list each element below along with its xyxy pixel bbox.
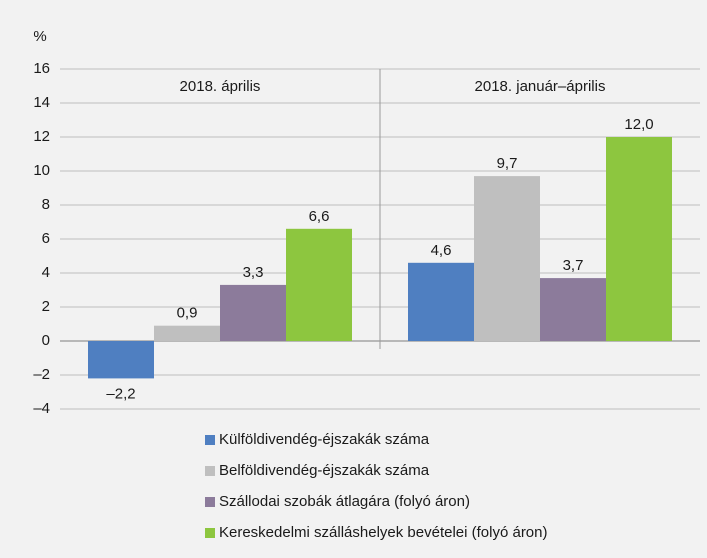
legend-label: Szállodai szobák átlagára (folyó áron)	[219, 493, 470, 510]
bar	[540, 278, 606, 341]
bar	[220, 284, 286, 341]
bar	[286, 228, 352, 341]
value-label: 0,9	[177, 305, 198, 322]
bar	[474, 176, 540, 341]
legend-label: Belföldivendég-éjszakák száma	[219, 462, 430, 479]
legend-swatch	[205, 435, 215, 445]
value-label: 3,3	[243, 264, 264, 281]
y-tick-label: 6	[42, 230, 50, 247]
legend-swatch	[205, 497, 215, 507]
y-tick-label: 2	[42, 298, 50, 315]
legend-label: Külföldivendég-éjszakák száma	[219, 431, 430, 448]
bar	[154, 325, 220, 341]
category-label: 2018. január–április	[475, 78, 606, 95]
y-tick-label: 14	[33, 94, 50, 111]
y-tick-label: –4	[33, 400, 50, 417]
y-tick-label: 12	[33, 128, 50, 145]
y-tick-label: –2	[33, 366, 50, 383]
y-tick-label: 4	[42, 264, 50, 281]
value-label: 9,7	[497, 155, 518, 172]
bar	[88, 341, 154, 379]
legend-label: Kereskedelmi szálláshelyek bevételei (fo…	[219, 524, 548, 541]
bar	[606, 137, 672, 341]
value-label: –2,2	[106, 385, 135, 402]
value-label: 3,7	[563, 257, 584, 274]
value-label: 4,6	[431, 242, 452, 259]
category-label: 2018. április	[180, 78, 261, 95]
y-axis-label: %	[33, 28, 46, 45]
y-tick-label: 8	[42, 196, 50, 213]
legend-swatch	[205, 466, 215, 476]
value-label: 6,6	[309, 208, 330, 225]
y-tick-label: 0	[42, 332, 50, 349]
legend-swatch	[205, 528, 215, 538]
y-tick-label: 10	[33, 162, 50, 179]
y-tick-label: 16	[33, 60, 50, 77]
bar	[408, 262, 474, 341]
value-label: 12,0	[624, 116, 653, 133]
